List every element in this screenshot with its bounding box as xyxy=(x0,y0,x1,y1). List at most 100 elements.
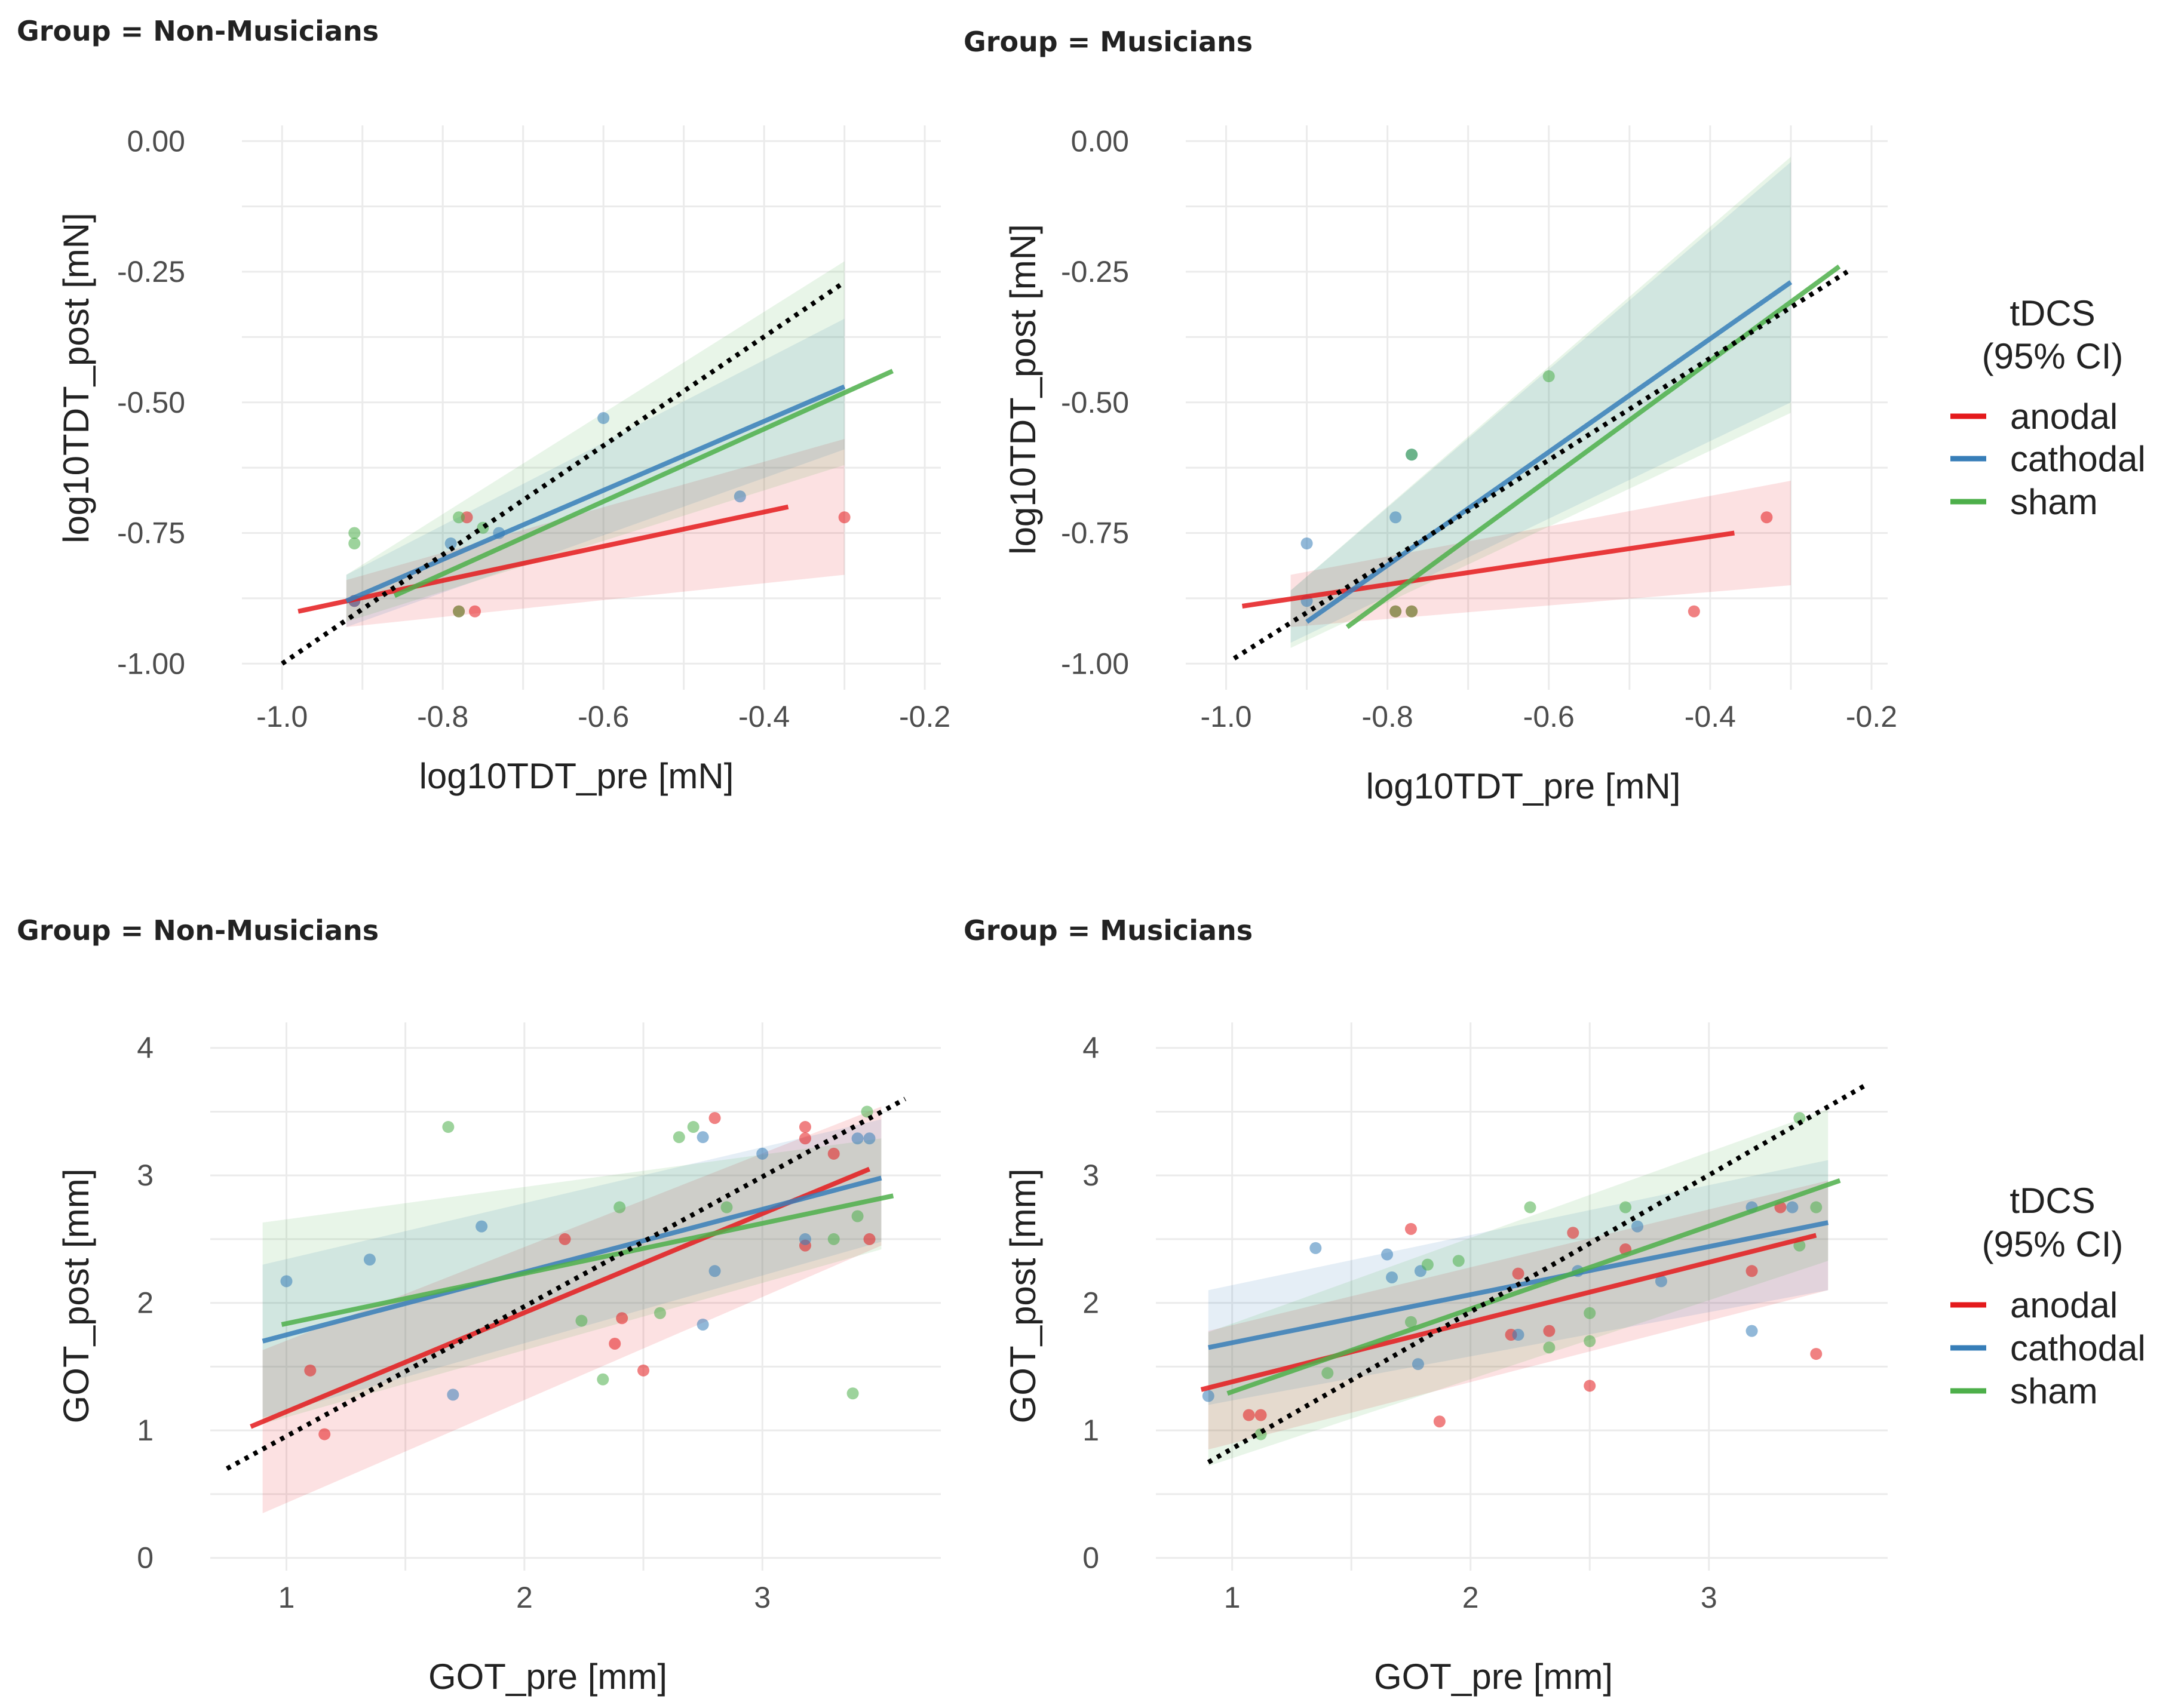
point-sham xyxy=(1421,1258,1434,1271)
point-anodal xyxy=(1567,1227,1579,1239)
point-sham xyxy=(1793,1112,1806,1125)
point-sham xyxy=(575,1314,588,1327)
point-sham xyxy=(861,1105,873,1118)
fit-line-sham xyxy=(1226,1178,1841,1396)
legend-bottom: tDCS (95% CI) anodal cathodal sham xyxy=(1950,1181,2146,1411)
y-axis-title-top-left: log10TDT_post [mN] xyxy=(56,213,96,543)
y-tick-label: -0.25 xyxy=(1061,255,1129,288)
y-tick-label: -0.50 xyxy=(1061,386,1129,419)
y-tick-label: 0.00 xyxy=(1071,124,1129,158)
point-anodal xyxy=(827,1147,840,1160)
point-cathodal xyxy=(444,537,457,549)
point-anodal xyxy=(1584,1380,1596,1392)
point-cathodal xyxy=(447,1388,459,1401)
point-sham xyxy=(597,1373,609,1386)
legend-subtitle: (95% CI) xyxy=(1982,336,2124,376)
point-sham xyxy=(1542,370,1555,382)
point-anodal xyxy=(559,1233,571,1245)
legend-top: tDCS (95% CI) anodal cathodal sham xyxy=(1950,293,2146,522)
point-cathodal xyxy=(1389,511,1402,524)
fit-line-anodal xyxy=(1200,1233,1817,1392)
legend-label-anodal: anodal xyxy=(2010,397,2118,437)
y-tick-label: -0.50 xyxy=(117,386,185,419)
point-sham xyxy=(1321,1367,1334,1380)
point-cathodal xyxy=(799,1233,811,1245)
point-anodal xyxy=(318,1428,331,1440)
legend-label-cathodal: cathodal xyxy=(2010,1328,2146,1368)
point-cathodal xyxy=(1631,1220,1644,1233)
x-axis-title-top-left: log10TDT_pre [mN] xyxy=(419,756,734,796)
point-anodal xyxy=(1810,1348,1823,1360)
legend-label-cathodal: cathodal xyxy=(2010,439,2146,479)
y-tick-label: -0.75 xyxy=(117,517,185,550)
point-sham xyxy=(827,1233,840,1245)
y-tick-label: -0.75 xyxy=(1061,517,1129,550)
x-axis-title-top-right: log10TDT_pre [mN] xyxy=(1366,766,1681,806)
facet-title-bottom-left: Group = Non-Musicians xyxy=(17,914,379,947)
point-sham xyxy=(1543,1341,1556,1354)
y-axis-title-bottom-right: GOT_post [mm] xyxy=(1003,1169,1043,1424)
y-tick-label: 0.00 xyxy=(127,124,185,158)
point-sham xyxy=(654,1307,666,1319)
point-sham xyxy=(673,1131,685,1144)
fit-line-sham xyxy=(281,1193,894,1327)
point-anodal xyxy=(469,605,481,618)
y-axis-title-bottom-left: GOT_post [mm] xyxy=(56,1169,96,1424)
point-cathodal xyxy=(1309,1242,1322,1254)
facet-title-top-left: Group = Non-Musicians xyxy=(17,15,379,47)
x-tick-label: -0.2 xyxy=(1846,700,1897,733)
x-tick-label: 3 xyxy=(754,1581,771,1614)
point-cathodal xyxy=(1202,1390,1214,1402)
point-cathodal xyxy=(1512,1329,1524,1341)
point-cathodal xyxy=(363,1254,376,1266)
point-cathodal xyxy=(863,1132,876,1145)
point-sham xyxy=(1524,1201,1536,1214)
panel-tdt-musicians: -1.0 -0.8 -0.6 -0.4 -0.2 0.00 -0.25 -0.50 -0.75 -… xyxy=(1061,124,1897,733)
y-tick-label: 4 xyxy=(1082,1031,1099,1065)
point-sham xyxy=(846,1387,859,1400)
x-axis-title-bottom-left: GOT_pre [mm] xyxy=(428,1657,667,1697)
legend-title: tDCS xyxy=(2010,293,2095,333)
y-tick-label: -0.25 xyxy=(117,255,185,288)
point-cathodal xyxy=(597,412,610,424)
ci-band-cathodal xyxy=(346,318,845,627)
y-tick-label: 1 xyxy=(1082,1414,1099,1447)
point-anodal xyxy=(304,1364,317,1377)
identity-line xyxy=(1207,1084,1866,1465)
ci-band-cathodal xyxy=(1290,162,1791,643)
x-tick-label: -0.2 xyxy=(899,700,950,733)
point-anodal xyxy=(799,1132,811,1145)
point-cathodal xyxy=(280,1275,293,1288)
point-anodal xyxy=(609,1337,621,1350)
legend-title: tDCS xyxy=(2010,1181,2095,1221)
point-anodal xyxy=(1404,1222,1417,1235)
point-sham xyxy=(348,537,361,549)
fit-line-sham xyxy=(393,368,894,598)
point-cathodal xyxy=(734,490,746,503)
point-anodal xyxy=(1433,1415,1446,1428)
point-cathodal xyxy=(697,1131,709,1144)
point-cathodal xyxy=(1412,1358,1424,1371)
x-tick-label: 1 xyxy=(278,1581,295,1614)
point-sham xyxy=(1584,1307,1596,1319)
fit-line-anodal xyxy=(297,504,789,614)
point-anodal xyxy=(1254,1409,1267,1421)
point-anodal xyxy=(708,1112,721,1125)
point-anodal xyxy=(1543,1325,1556,1337)
panel-got-non-musicians: 1 2 3 0 1 2 3 4 xyxy=(137,1022,941,1614)
fit-line-cathodal xyxy=(1305,280,1793,624)
point-sham xyxy=(1619,1201,1632,1214)
point-sham xyxy=(1406,448,1418,461)
point-anodal xyxy=(616,1312,628,1325)
legend-label-sham: sham xyxy=(2010,1371,2098,1411)
point-sham xyxy=(1389,605,1402,618)
point-sham xyxy=(851,1210,864,1222)
ci-band-sham xyxy=(1290,156,1791,648)
y-tick-label: 2 xyxy=(1082,1286,1099,1320)
y-tick-label: 3 xyxy=(1082,1159,1099,1192)
point-anodal xyxy=(637,1364,650,1377)
point-anodal xyxy=(1688,605,1700,618)
x-tick-label: 2 xyxy=(1462,1581,1479,1614)
y-axis-title-top-right: log10TDT_post [mN] xyxy=(1003,224,1043,555)
point-cathodal xyxy=(1386,1271,1398,1283)
